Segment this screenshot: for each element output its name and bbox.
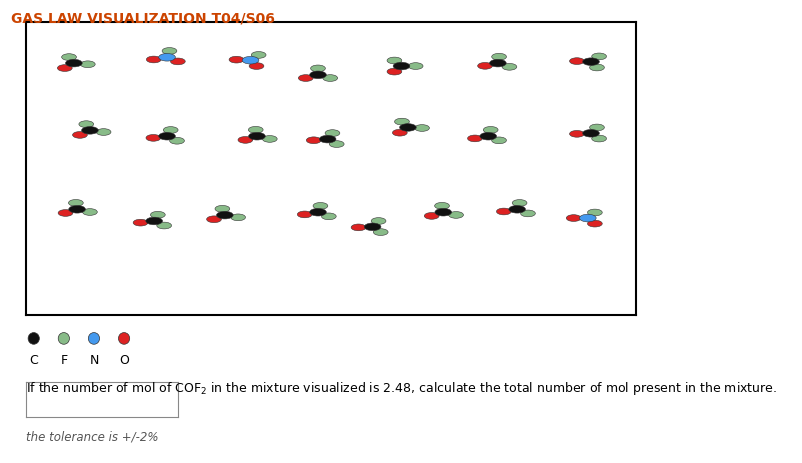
- Circle shape: [146, 135, 160, 142]
- Circle shape: [587, 221, 602, 227]
- Circle shape: [371, 218, 386, 225]
- Circle shape: [229, 57, 244, 64]
- Circle shape: [262, 136, 277, 143]
- Circle shape: [66, 60, 82, 68]
- Circle shape: [237, 137, 253, 144]
- Circle shape: [435, 209, 451, 217]
- Circle shape: [146, 57, 161, 64]
- Circle shape: [297, 212, 312, 218]
- Circle shape: [399, 125, 415, 132]
- Circle shape: [306, 138, 321, 144]
- Circle shape: [217, 212, 233, 219]
- Circle shape: [501, 64, 516, 71]
- Circle shape: [407, 63, 423, 70]
- Text: C: C: [30, 353, 38, 366]
- Circle shape: [83, 209, 97, 216]
- Circle shape: [322, 75, 337, 82]
- Circle shape: [249, 133, 265, 141]
- Circle shape: [489, 60, 505, 68]
- Circle shape: [480, 133, 496, 141]
- Circle shape: [321, 213, 336, 220]
- Circle shape: [569, 131, 584, 138]
- Circle shape: [119, 333, 130, 344]
- Circle shape: [249, 63, 264, 70]
- Circle shape: [79, 121, 94, 128]
- Circle shape: [325, 131, 339, 137]
- Circle shape: [496, 209, 511, 215]
- Circle shape: [589, 125, 604, 131]
- Circle shape: [206, 216, 221, 223]
- Circle shape: [394, 119, 409, 125]
- Circle shape: [520, 211, 535, 217]
- Circle shape: [467, 136, 482, 143]
- Circle shape: [163, 127, 178, 134]
- Circle shape: [310, 66, 325, 73]
- Circle shape: [393, 63, 409, 71]
- Circle shape: [156, 223, 172, 229]
- Circle shape: [242, 57, 258, 65]
- Text: the tolerance is +/-2%: the tolerance is +/-2%: [26, 430, 158, 443]
- Circle shape: [582, 130, 598, 138]
- Circle shape: [364, 224, 380, 231]
- Circle shape: [565, 215, 581, 222]
- Circle shape: [57, 66, 72, 72]
- Circle shape: [69, 206, 85, 213]
- Circle shape: [80, 62, 95, 69]
- Text: GAS LAW VISUALIZATION T04/S06: GAS LAW VISUALIZATION T04/S06: [11, 12, 275, 25]
- Text: F: F: [60, 353, 67, 366]
- Circle shape: [319, 136, 335, 144]
- Circle shape: [477, 63, 492, 70]
- Circle shape: [508, 206, 525, 213]
- Text: N: N: [89, 353, 99, 366]
- Circle shape: [58, 210, 73, 217]
- Circle shape: [62, 55, 76, 61]
- Text: If the number of mol of COF$_2$ in the mixture visualized is 2.48, calculate the: If the number of mol of COF$_2$ in the m…: [26, 380, 776, 397]
- Circle shape: [88, 333, 99, 344]
- Circle shape: [589, 65, 604, 72]
- Circle shape: [82, 127, 98, 135]
- Circle shape: [72, 132, 87, 139]
- Circle shape: [68, 200, 83, 207]
- Circle shape: [392, 130, 407, 137]
- Circle shape: [96, 129, 111, 136]
- Circle shape: [483, 127, 497, 134]
- Circle shape: [248, 127, 263, 134]
- Circle shape: [414, 125, 429, 132]
- Circle shape: [387, 58, 401, 65]
- Circle shape: [569, 59, 584, 65]
- Circle shape: [373, 229, 387, 236]
- Circle shape: [448, 212, 463, 219]
- Circle shape: [491, 138, 506, 144]
- Circle shape: [251, 52, 265, 59]
- Circle shape: [579, 215, 595, 222]
- Circle shape: [150, 212, 165, 219]
- Circle shape: [310, 72, 326, 80]
- Circle shape: [170, 59, 185, 66]
- Circle shape: [387, 69, 401, 76]
- Circle shape: [28, 333, 39, 344]
- Circle shape: [591, 136, 606, 143]
- Circle shape: [159, 54, 175, 62]
- Circle shape: [310, 209, 326, 217]
- Circle shape: [215, 206, 229, 213]
- Circle shape: [329, 141, 344, 148]
- Circle shape: [512, 200, 526, 207]
- Circle shape: [298, 75, 313, 82]
- Circle shape: [162, 49, 176, 55]
- Circle shape: [59, 333, 70, 344]
- Circle shape: [313, 203, 327, 210]
- Circle shape: [582, 59, 598, 66]
- Circle shape: [350, 225, 366, 231]
- Circle shape: [423, 213, 439, 220]
- Circle shape: [491, 54, 506, 61]
- Circle shape: [591, 54, 606, 61]
- Circle shape: [434, 203, 449, 210]
- Circle shape: [159, 133, 175, 141]
- Circle shape: [230, 214, 245, 221]
- Circle shape: [587, 210, 602, 216]
- Text: O: O: [119, 353, 129, 366]
- Circle shape: [133, 220, 148, 226]
- Circle shape: [146, 218, 162, 225]
- Circle shape: [169, 138, 184, 145]
